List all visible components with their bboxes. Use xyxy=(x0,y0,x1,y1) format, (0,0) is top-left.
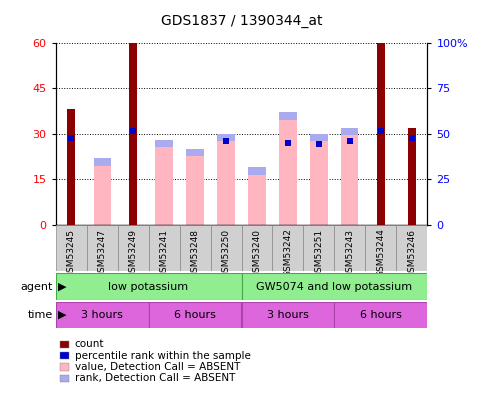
Text: count: count xyxy=(75,339,104,349)
Bar xyxy=(217,134,235,141)
Text: GSM53249: GSM53249 xyxy=(128,228,138,277)
Bar xyxy=(56,225,86,271)
Text: GDS1837 / 1390344_at: GDS1837 / 1390344_at xyxy=(161,14,322,28)
Bar xyxy=(248,167,266,225)
Bar xyxy=(129,43,137,225)
Text: GSM53246: GSM53246 xyxy=(408,228,416,277)
Bar xyxy=(377,43,385,225)
Bar xyxy=(272,225,303,271)
Text: GW5074 and low potassium: GW5074 and low potassium xyxy=(256,281,412,292)
Bar xyxy=(311,134,327,225)
Bar xyxy=(334,302,427,328)
Text: percentile rank within the sample: percentile rank within the sample xyxy=(75,351,251,360)
Bar xyxy=(242,273,427,300)
Bar xyxy=(94,158,111,166)
Text: GSM53247: GSM53247 xyxy=(98,228,107,277)
Bar xyxy=(242,302,334,328)
Text: 6 hours: 6 hours xyxy=(360,310,402,320)
Text: GSM53245: GSM53245 xyxy=(67,228,75,277)
Text: 3 hours: 3 hours xyxy=(81,310,123,320)
Bar xyxy=(67,109,75,225)
Bar xyxy=(248,167,266,175)
Bar xyxy=(149,302,242,328)
Bar xyxy=(303,225,334,271)
Bar xyxy=(280,112,297,225)
Bar xyxy=(156,140,172,147)
Bar xyxy=(94,158,111,225)
Bar xyxy=(217,134,235,225)
Text: 3 hours: 3 hours xyxy=(267,310,309,320)
Text: GSM53242: GSM53242 xyxy=(284,228,293,277)
Text: rank, Detection Call = ABSENT: rank, Detection Call = ABSENT xyxy=(75,373,235,383)
Bar xyxy=(180,225,211,271)
Bar xyxy=(366,225,397,271)
Bar xyxy=(156,140,172,225)
Text: GSM53251: GSM53251 xyxy=(314,228,324,277)
Bar xyxy=(242,225,272,271)
Text: time: time xyxy=(28,310,53,320)
Bar xyxy=(186,149,203,225)
Bar xyxy=(341,128,358,135)
Text: agent: agent xyxy=(21,281,53,292)
Bar xyxy=(56,273,242,300)
Bar xyxy=(86,225,117,271)
Text: low potassium: low potassium xyxy=(109,281,188,292)
Bar xyxy=(341,128,358,225)
Text: GSM53243: GSM53243 xyxy=(345,228,355,277)
Text: GSM53244: GSM53244 xyxy=(376,228,385,277)
Text: GSM53240: GSM53240 xyxy=(253,228,261,277)
Text: GSM53241: GSM53241 xyxy=(159,228,169,277)
Text: 6 hours: 6 hours xyxy=(174,310,216,320)
Bar xyxy=(211,225,242,271)
Bar xyxy=(56,302,149,328)
Text: GSM53250: GSM53250 xyxy=(222,228,230,277)
Bar xyxy=(186,149,203,156)
Bar xyxy=(280,112,297,120)
Bar xyxy=(334,225,366,271)
Text: value, Detection Call = ABSENT: value, Detection Call = ABSENT xyxy=(75,362,240,372)
Bar xyxy=(311,134,327,141)
Text: ▶: ▶ xyxy=(58,281,67,292)
Bar xyxy=(397,225,427,271)
Text: ▶: ▶ xyxy=(58,310,67,320)
Bar xyxy=(149,225,180,271)
Bar xyxy=(408,128,416,225)
Text: GSM53248: GSM53248 xyxy=(190,228,199,277)
Bar xyxy=(117,225,149,271)
